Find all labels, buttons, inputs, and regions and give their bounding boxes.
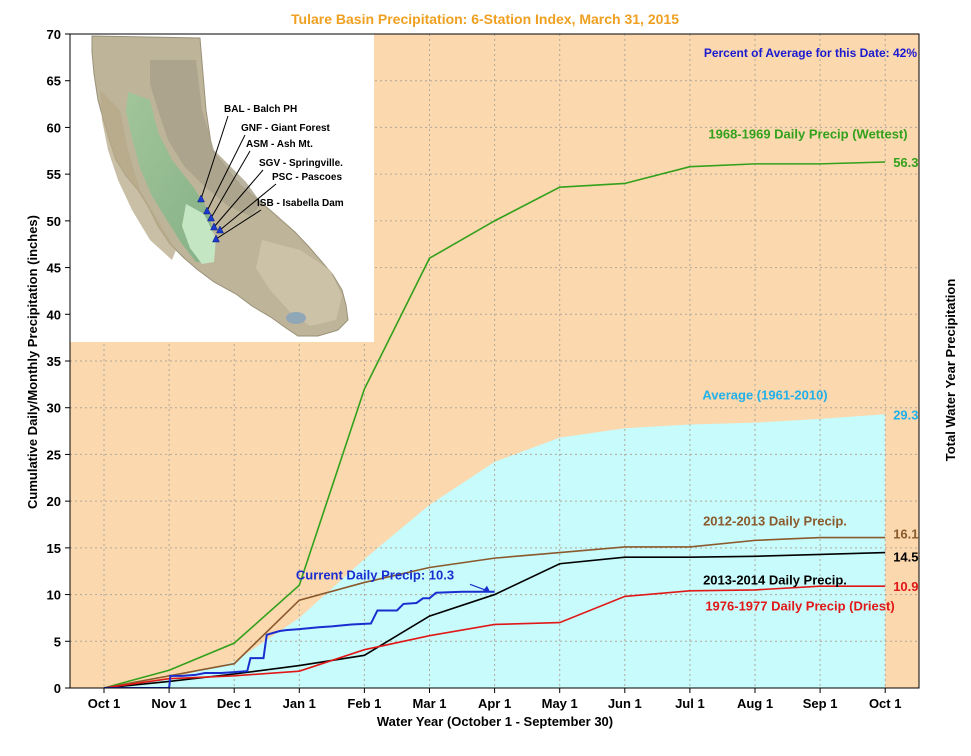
station-marker-icon	[216, 225, 224, 234]
y-tick-label: 5	[54, 634, 61, 649]
y-tick-label: 30	[47, 401, 61, 416]
sierra-region	[150, 60, 262, 216]
california-map-inset: BAL - Balch PH GNF - Giant Forest ASM - As…	[70, 34, 374, 342]
series-label-2012-2013-daily-precip: 2012-2013 Daily Precip.	[703, 513, 847, 528]
station-leader-line	[215, 209, 262, 240]
series-line-2012-2013-daily-precip	[103, 536, 886, 688]
x-tick-label: Feb 1	[347, 696, 381, 711]
y-tick-label: 40	[47, 307, 61, 322]
y-tick-label: 20	[47, 494, 61, 509]
series-line-2013-2014-daily-precip	[103, 551, 886, 688]
station-label: GNF - Giant Forest	[241, 123, 331, 134]
station-label: ISB - Isabella Dam	[257, 198, 344, 209]
series-line-1976-1977-daily-precip-driest	[103, 585, 886, 688]
y-tick-label: 10	[47, 588, 61, 603]
chart-title: Tulare Basin Precipitation: 6-Station In…	[291, 11, 679, 27]
x-tick-label: Jan 1	[283, 696, 316, 711]
end-value-average-1961-2010: 29.3	[893, 407, 918, 422]
x-tick-label: May 1	[542, 696, 578, 711]
x-tick-label: Aug 1	[737, 696, 773, 711]
station-label: PSC - Pascoes	[272, 172, 342, 183]
series-label-2013-2014-daily-precip: 2013-2014 Daily Precip.	[703, 572, 847, 587]
y-tick-label: 0	[54, 681, 61, 696]
series-label-1968-1969-daily-precip-wettest: 1968-1969 Daily Precip (Wettest)	[708, 127, 907, 142]
x-tick-label: Apr 1	[478, 696, 511, 711]
x-tick-label: Mar 1	[413, 696, 447, 711]
y-tick-label: 50	[47, 214, 61, 229]
percent-of-average-note: Percent of Average for this Date: 42%	[704, 46, 918, 60]
y-tick-label: 65	[47, 74, 61, 89]
series-label-current-daily-precip-10-3: Current Daily Precip: 10.3	[296, 568, 454, 583]
x-tick-label: Oct 1	[88, 696, 121, 711]
station-label: ASM - Ash Mt.	[246, 139, 313, 150]
end-value-2013-2014-daily-precip: 14.5	[893, 550, 918, 565]
station-label: SGV - Springville.	[259, 158, 343, 169]
station-leader-line	[206, 134, 246, 212]
salton-sea	[286, 312, 306, 324]
station-marker-icon	[212, 234, 220, 243]
y-tick-label: 15	[47, 541, 61, 556]
desert-region	[256, 240, 342, 326]
y-tick-label: 70	[47, 27, 61, 42]
x-tick-label: Dec 1	[217, 696, 252, 711]
station-leader-line	[200, 115, 229, 200]
y-axis-label: Cumulative Daily/Monthly Precipitation (…	[25, 215, 40, 509]
current-arrow-head	[483, 585, 490, 592]
x-tick-label: Jun 1	[608, 696, 642, 711]
y-tick-label: 55	[47, 167, 61, 182]
station-marker-icon	[203, 206, 211, 215]
station-leader-line	[219, 183, 277, 231]
x-tick-label: Nov 1	[151, 696, 186, 711]
station-marker-icon	[207, 213, 215, 222]
station-label: BAL - Balch PH	[224, 104, 297, 115]
series-label-average-1961-2010: Average (1961-2010)	[702, 387, 827, 402]
series-line-current-daily-precip-10-3	[104, 590, 495, 688]
station-leader-line	[210, 150, 251, 219]
series-line-1968-1969-daily-precip-wettest	[103, 161, 886, 688]
x-tick-label: Jul 1	[675, 696, 705, 711]
coast-range	[100, 90, 176, 260]
end-value-1976-1977-daily-precip-driest: 10.9	[893, 579, 918, 594]
series-label-1976-1977-daily-precip-driest: 1976-1977 Daily Precip (Driest)	[705, 598, 894, 613]
end-value-1968-1969-daily-precip-wettest: 56.3	[893, 155, 918, 170]
station-marker-icon	[197, 194, 205, 203]
y-tick-label: 25	[47, 447, 61, 462]
station-marker-icon	[210, 222, 218, 231]
x-tick-label: Sep 1	[803, 696, 838, 711]
y-tick-label: 35	[47, 354, 61, 369]
tulare-basin	[182, 204, 216, 264]
x-axis-label: Water Year (October 1 - September 30)	[377, 714, 613, 729]
station-leader-line	[213, 169, 264, 228]
x-tick-label: Oct 1	[869, 696, 902, 711]
end-value-2012-2013-daily-precip: 16.1	[893, 527, 918, 542]
y-tick-label: 45	[47, 261, 61, 276]
right-axis-label: Total Water Year Precipitation	[943, 279, 958, 462]
y-tick-label: 60	[47, 120, 61, 135]
